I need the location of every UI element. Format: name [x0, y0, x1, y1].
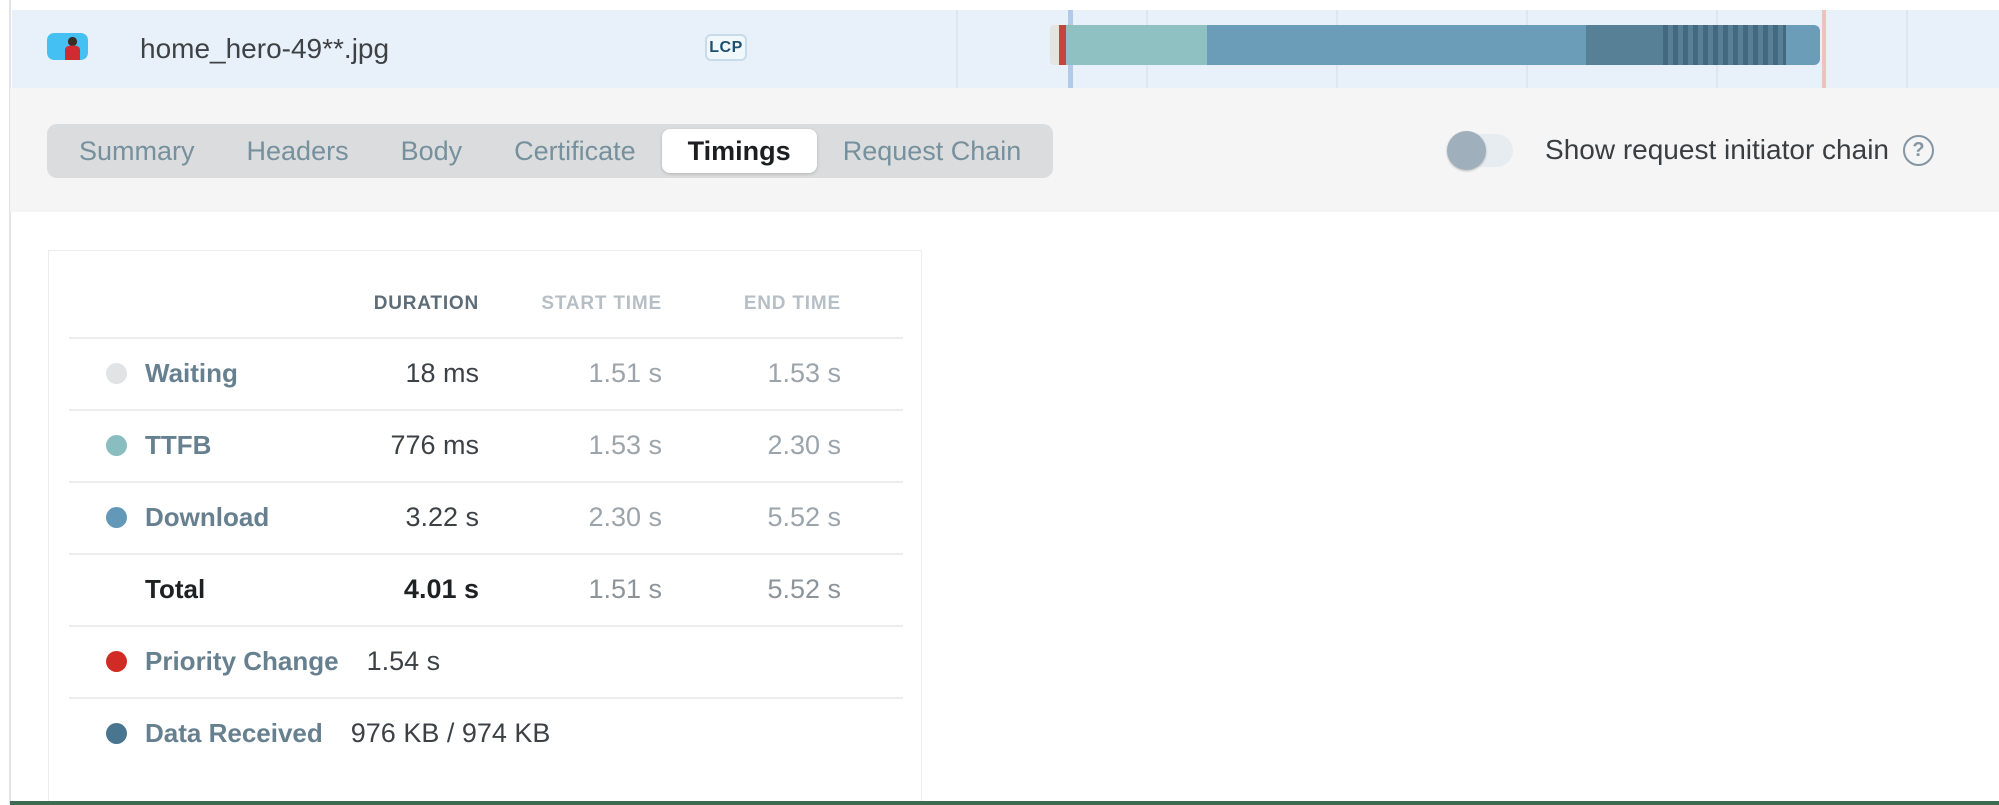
timing-label: Download	[145, 501, 270, 532]
tab-bar: Summary Headers Body Certificate Timings Requ…	[47, 124, 1054, 178]
column-header-start-time: START TIME	[541, 293, 662, 314]
request-waterfall[interactable]	[12, 10, 1999, 88]
priority-change-color-dot	[106, 650, 127, 672]
timing-value-end-time: 5.52 s	[767, 501, 841, 532]
timing-value-duration: 3.22 s	[405, 501, 479, 532]
timing-row-data-received: Data Received 976 KB / 974 KB	[49, 697, 921, 769]
timing-value-duration: 18 ms	[405, 357, 479, 388]
initiator-chain-toggle[interactable]	[1447, 130, 1514, 170]
timing-value-end-time: 5.52 s	[767, 573, 841, 604]
timing-value-start-time: 1.51 s	[588, 357, 662, 388]
timing-label: Data Received	[145, 717, 323, 748]
timings-card: DURATION START TIME END TIME Waiting 18 ms 1…	[48, 250, 922, 805]
timing-row-ttfb: TTFB 776 ms 1.53 s 2.30 s	[49, 409, 921, 481]
tab-request-chain[interactable]: Request Chain	[842, 135, 1022, 166]
timing-value-duration: 776 ms	[390, 429, 479, 460]
end-marker-line	[1822, 10, 1826, 88]
priority-change-tick	[1059, 25, 1066, 65]
download-dark-segment	[1586, 25, 1663, 65]
row-divider	[69, 553, 903, 555]
help-icon[interactable]: ?	[1903, 134, 1934, 166]
timing-label: Priority Change	[145, 645, 339, 676]
tab-headers[interactable]: Headers	[246, 135, 349, 166]
panel-left-border	[9, 0, 11, 805]
waterfall-gridline	[1906, 10, 1908, 88]
tab-summary[interactable]: Summary	[79, 135, 195, 166]
row-divider	[69, 337, 903, 339]
data-received-color-dot	[106, 722, 127, 744]
toggle-knob[interactable]	[1447, 130, 1487, 170]
row-divider	[69, 409, 903, 411]
timings-table-header: DURATION START TIME END TIME	[49, 251, 921, 337]
download-color-dot	[106, 506, 127, 528]
timing-row-waiting: Waiting 18 ms 1.51 s 1.53 s	[49, 337, 921, 409]
timing-label: Waiting	[145, 357, 238, 388]
timings-table: Waiting 18 ms 1.51 s 1.53 s TTFB 776 ms 1.53 s…	[49, 337, 921, 769]
row-divider	[69, 481, 903, 483]
timing-value-end-time: 1.53 s	[767, 357, 841, 388]
row-divider	[69, 697, 903, 699]
download-tail-segment	[1786, 25, 1820, 65]
download-chunks-segment	[1663, 25, 1786, 65]
tab-timings[interactable]: Timings	[661, 129, 817, 173]
timing-label: Total	[145, 573, 206, 604]
timing-value: 976 KB / 974 KB	[350, 717, 551, 748]
next-section-edge	[10, 801, 1999, 805]
person-image	[47, 33, 88, 60]
tab-certificate[interactable]: Certificate	[514, 135, 636, 166]
request-filename: home_hero-49**.jpg	[140, 33, 390, 64]
toggle-label: Show request initiator chain	[1545, 134, 1889, 165]
request-row[interactable]: home_hero-49**.jpg LCP	[12, 10, 1999, 88]
timing-value-start-time: 1.53 s	[588, 429, 662, 460]
timing-row-priority-change: Priority Change 1.54 s	[49, 625, 921, 697]
request-thumbnail	[47, 33, 88, 60]
waterfall-gridline	[956, 10, 958, 88]
lcp-badge: LCP	[705, 34, 747, 61]
timing-value-duration: 4.01 s	[403, 573, 479, 604]
timing-value-end-time: 2.30 s	[767, 429, 841, 460]
timing-value-start-time: 1.51 s	[588, 573, 662, 604]
row-divider	[69, 625, 903, 627]
initiator-chain-control: Show request initiator chain ?	[1447, 88, 1934, 212]
download-segment	[1207, 25, 1586, 65]
tab-band: Summary Headers Body Certificate Timings Requ…	[10, 88, 1999, 212]
timing-row-download: Download 3.22 s 2.30 s 5.52 s	[49, 481, 921, 553]
timing-row-total: Total 4.01 s 1.51 s 5.52 s	[49, 553, 921, 625]
tab-body[interactable]: Body	[400, 135, 463, 166]
column-header-duration: DURATION	[373, 293, 479, 314]
timing-value: 1.54 s	[366, 645, 441, 676]
timing-label: TTFB	[145, 429, 212, 460]
timing-value-start-time: 2.30 s	[588, 501, 662, 532]
column-header-end-time: END TIME	[743, 293, 841, 314]
ttfb-segment	[1066, 25, 1207, 65]
waiting-color-dot	[106, 362, 127, 384]
ttfb-color-dot	[106, 434, 127, 456]
